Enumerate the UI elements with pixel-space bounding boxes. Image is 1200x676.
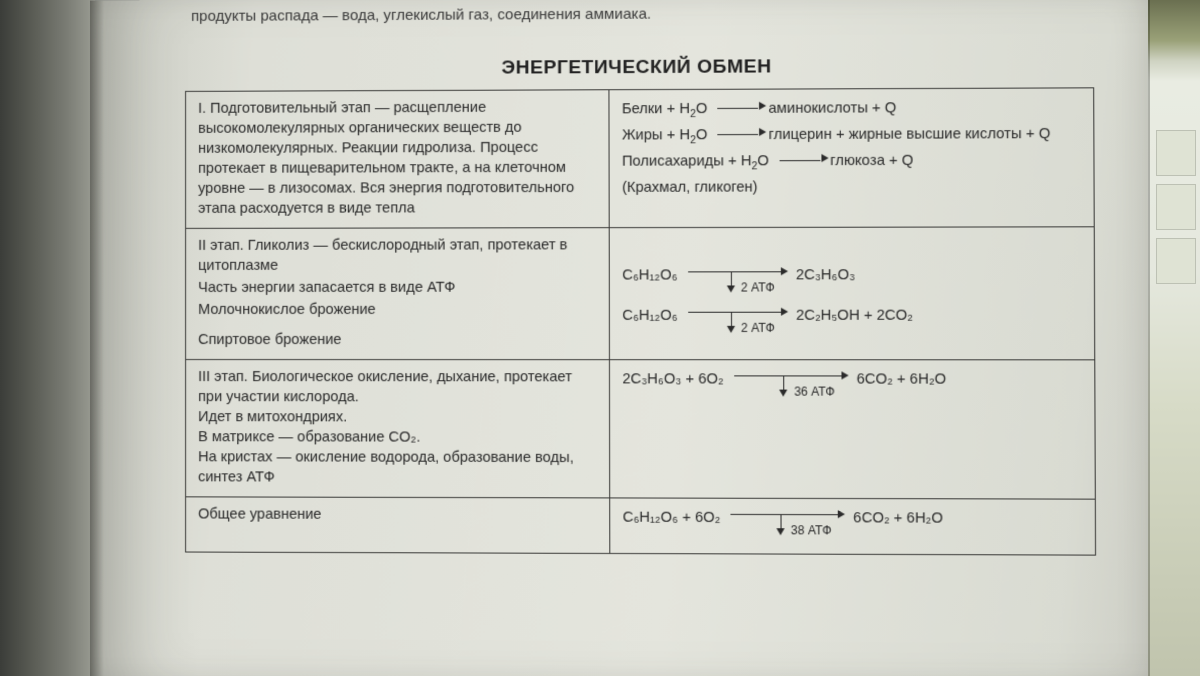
atp-label: 36 АТФ xyxy=(794,384,835,401)
stage2-equations: C₆H₁₂O₆ 2 АТФ 2C₃H₆O₃ C₆H₁₂O₆ 2 АТФ 2C₂H… xyxy=(609,227,1094,360)
eq-rhs: аминокислоты + Q xyxy=(768,98,896,119)
eq-rhs: глюкоза + Q xyxy=(830,151,913,171)
arrow-icon xyxy=(711,125,764,145)
stage1-equations: Белки + H2O аминокислоты + Q Жиры + H2O … xyxy=(609,88,1094,228)
stage1-note: (Крахмал, гликоген) xyxy=(622,177,1083,198)
atp-arrow-icon: 2 АТФ xyxy=(688,265,786,295)
section-title: ЭНЕРГЕТИЧЕСКИЙ ОБМЕН xyxy=(185,55,1094,81)
arrow-icon xyxy=(773,151,826,171)
text-line: Часть энергии запасается в виде АТФ xyxy=(198,278,599,298)
eq-lhs: Полисахариды + H2O xyxy=(622,151,769,172)
eq-lhs: C₆H₁₂O₆ xyxy=(622,265,677,285)
eq-rhs: 2C₃H₆O₃ xyxy=(796,265,855,285)
paper-tab xyxy=(1156,184,1196,230)
desk-right-strip xyxy=(1148,0,1200,676)
table-row: Общее уравнение C₆H₁₂O₆ + 6O₂ 38 АТФ 6CO… xyxy=(186,497,1096,555)
atp-arrow-icon: 38 АТФ xyxy=(731,508,844,539)
text-line: Молочнокислое брожение xyxy=(198,300,599,320)
eq-lhs: C₆H₁₂O₆ + 6O₂ xyxy=(623,508,721,528)
eq-rhs: 6CO₂ + 6H₂O xyxy=(853,508,943,529)
atp-label: 2 АТФ xyxy=(741,279,775,296)
eq-rhs: 6CO₂ + 6H₂O xyxy=(856,369,946,389)
overall-label: Общее уравнение xyxy=(186,497,610,554)
eq-lhs: C₆H₁₂O₆ xyxy=(622,306,677,326)
stage3-equations: 2C₃H₆O₃ + 6O₂ 36 АТФ 6CO₂ + 6H₂O xyxy=(610,360,1096,499)
table-row: III этап. Биологическое окисление, дыхан… xyxy=(186,360,1096,500)
atp-label: 2 АТФ xyxy=(741,320,775,337)
text-line: Спиртовое брожение xyxy=(198,330,599,350)
eq-lhs: Жиры + H2O xyxy=(622,125,708,145)
paper-tab xyxy=(1156,238,1196,284)
text-line: II этап. Гликолиз — бескислородный этап,… xyxy=(198,235,599,276)
energy-exchange-table: I. Подготовительный этап — расщепление в… xyxy=(185,87,1096,555)
eq-rhs: глицерин + жирные высшие кислоты + Q xyxy=(769,124,1051,145)
atp-arrow-icon: 36 АТФ xyxy=(734,369,846,399)
eq-lhs: Белки + H2O xyxy=(622,99,708,119)
paper-tab xyxy=(1156,130,1196,176)
stage2-description: II этап. Гликолиз — бескислородный этап,… xyxy=(186,228,610,360)
eq-lhs: 2C₃H₆O₃ + 6O₂ xyxy=(622,369,723,389)
atp-arrow-icon: 2 АТФ xyxy=(688,306,786,336)
textbook-page: продукты распада — вода, углекислый газ,… xyxy=(90,0,1169,676)
arrow-icon xyxy=(711,99,764,119)
atp-label: 38 АТФ xyxy=(791,522,832,539)
stage1-description: I. Подготовительный этап — расщепление в… xyxy=(186,90,610,229)
stage3-description: III этап. Биологическое окисление, дыхан… xyxy=(186,360,610,498)
book-spine-shadow xyxy=(0,0,95,676)
table-row: II этап. Гликолиз — бескислородный этап,… xyxy=(186,227,1095,360)
eq-rhs: 2C₂H₅OH + 2CO₂ xyxy=(796,306,913,326)
table-row: I. Подготовительный этап — расщепление в… xyxy=(186,88,1095,229)
overall-equation: C₆H₁₂O₆ + 6O₂ 38 АТФ 6CO₂ + 6H₂O xyxy=(610,498,1096,555)
top-fragment-text: продукты распада — вода, углекислый газ,… xyxy=(185,3,1094,25)
